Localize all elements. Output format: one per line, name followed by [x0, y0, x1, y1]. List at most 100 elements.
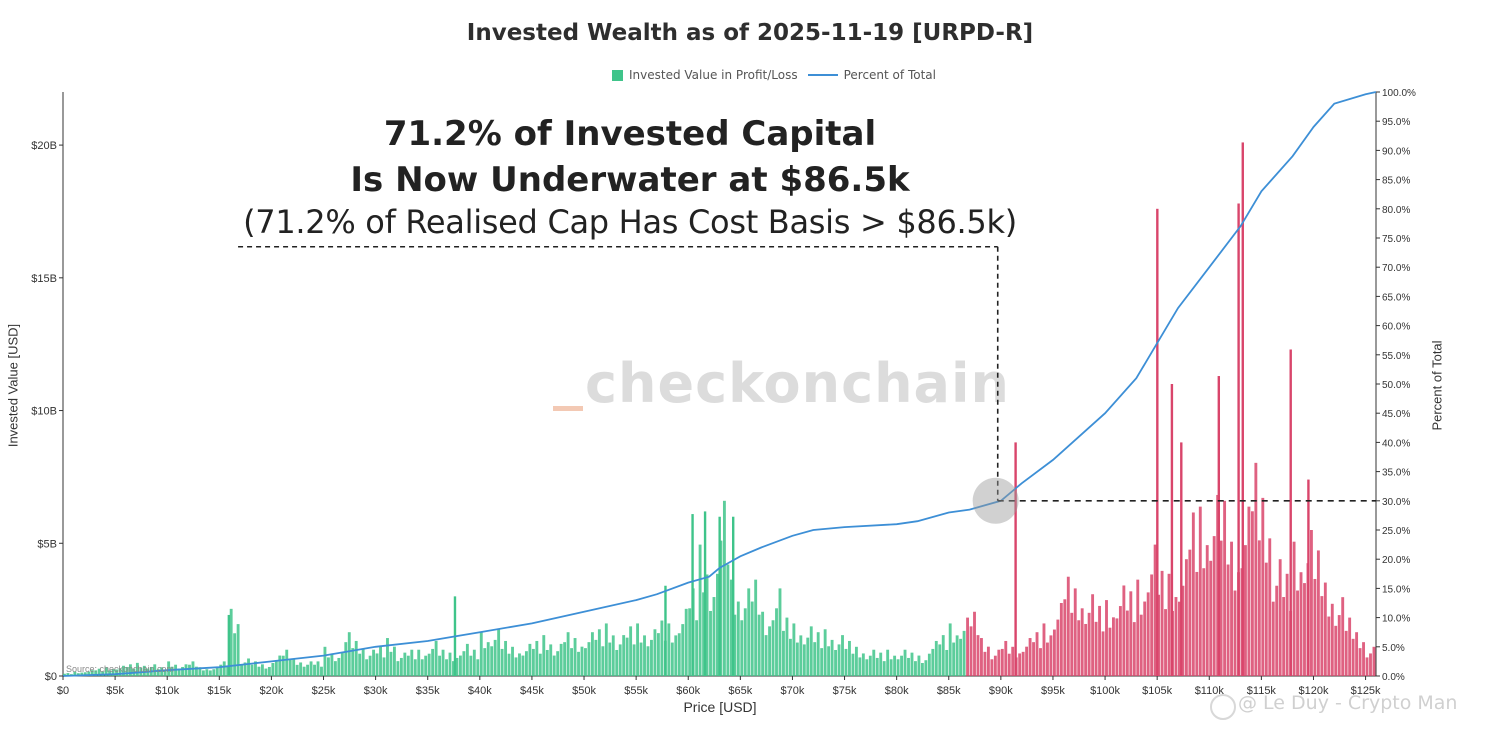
bar	[667, 623, 671, 676]
bar	[497, 629, 501, 676]
bar	[1323, 582, 1327, 676]
x-tick-label: $50k	[572, 685, 596, 697]
bar	[1063, 599, 1067, 676]
x-tick-label: $110k	[1195, 685, 1225, 697]
bar	[792, 623, 796, 676]
bar	[445, 659, 448, 676]
bar	[920, 662, 924, 676]
y2-tick-label: 5.0%	[1382, 643, 1405, 654]
bar	[556, 651, 560, 676]
legend[interactable]: Invested Value in Profit/Loss Percent of…	[612, 68, 936, 82]
bar	[1334, 625, 1338, 676]
bar	[1310, 530, 1313, 676]
bar	[476, 659, 480, 676]
bar	[896, 659, 900, 676]
bar	[980, 638, 983, 676]
bar	[1084, 623, 1088, 676]
bar	[201, 670, 205, 676]
bar	[458, 655, 462, 676]
bar	[417, 649, 421, 676]
bar	[118, 668, 122, 676]
bar	[240, 664, 244, 676]
bar	[754, 579, 758, 676]
bar	[368, 655, 372, 676]
y2-tick-label: 45.0%	[1382, 409, 1410, 420]
bar	[1146, 592, 1150, 676]
bar	[948, 623, 952, 676]
bar	[695, 620, 699, 676]
bar	[1261, 497, 1265, 676]
x-tick-label: $100k	[1090, 685, 1120, 697]
y-tick-label: $5B	[37, 538, 57, 550]
bar	[1164, 609, 1167, 676]
bar	[309, 661, 313, 676]
x-tick-label: $40k	[468, 685, 492, 697]
y2-tick-label: 65.0%	[1382, 292, 1410, 303]
bar	[573, 638, 577, 676]
bar	[788, 638, 792, 676]
bar	[1122, 585, 1126, 676]
attribution: @ Le Duy - Crypto Man	[1238, 692, 1458, 714]
bar	[903, 649, 907, 676]
bar	[983, 651, 987, 676]
legend-swatch-percent	[807, 74, 838, 76]
bar	[1070, 612, 1074, 676]
bar	[306, 664, 310, 676]
bar	[927, 653, 931, 676]
bar	[229, 608, 233, 676]
bar	[1372, 646, 1376, 676]
y2-tick-label: 70.0%	[1382, 263, 1410, 274]
bar	[1112, 617, 1115, 676]
bar	[111, 669, 115, 676]
bar	[1094, 621, 1098, 676]
bar	[806, 637, 810, 676]
source-note: Source: checkonchain.com	[66, 664, 175, 674]
bar	[101, 671, 105, 676]
bar	[66, 673, 70, 676]
bar	[1209, 560, 1213, 676]
bar	[354, 640, 358, 676]
bar	[514, 657, 518, 676]
bar	[990, 659, 994, 676]
bar-spike	[1217, 376, 1221, 676]
bar	[650, 639, 653, 676]
bar-spike	[227, 614, 231, 676]
y2-tick-label: 40.0%	[1382, 438, 1410, 449]
bar	[1052, 629, 1056, 676]
bar	[688, 608, 692, 676]
bar	[1365, 657, 1369, 676]
y-tick-label: $10B	[31, 406, 57, 418]
bar	[135, 662, 139, 676]
bar	[1327, 616, 1331, 676]
bar	[326, 657, 330, 676]
bar	[900, 655, 903, 676]
bar	[219, 664, 223, 676]
bar-spike	[664, 585, 667, 676]
bar	[462, 651, 466, 676]
bar	[747, 588, 751, 676]
x-tick-label: $0	[57, 685, 69, 697]
bar	[712, 597, 716, 676]
bar	[917, 655, 921, 676]
y2-tick-label: 100.0%	[1382, 88, 1416, 99]
bar	[698, 544, 702, 676]
bar	[962, 630, 966, 676]
bar	[764, 635, 768, 676]
bar	[1011, 646, 1015, 676]
chart-title: Invested Wealth as of 2025-11-19 [URPD-R…	[466, 20, 1034, 46]
bar	[389, 651, 393, 676]
bar	[316, 661, 320, 676]
bar	[625, 637, 629, 676]
bar	[1098, 605, 1101, 676]
bar	[281, 655, 285, 676]
bar	[1254, 462, 1258, 676]
bar	[264, 668, 268, 676]
bar	[1032, 642, 1035, 676]
x-tick-label: $10k	[155, 685, 179, 697]
bar	[858, 657, 862, 676]
bar	[83, 672, 87, 676]
bar	[504, 640, 508, 676]
bar	[907, 657, 910, 676]
bar	[552, 655, 556, 676]
